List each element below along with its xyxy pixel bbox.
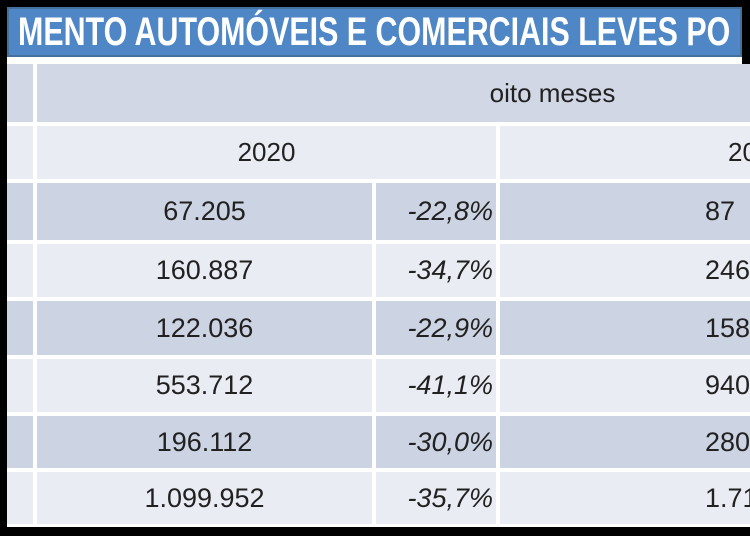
pct-2020: -22,9% [376, 301, 496, 355]
pct-2020: -22,8% [376, 183, 496, 240]
value-2019-clipped: 87 [500, 183, 750, 240]
value-2019-clipped: 280 [500, 416, 750, 468]
pct-2020: -30,0% [376, 416, 496, 468]
slide-title: MENTO AUTOMÓVEIS E COMERCIAIS LEVES PO [18, 9, 731, 54]
background-notch [742, 0, 750, 64]
row-label-stub [7, 126, 33, 179]
value-2020: 67.205 [37, 183, 372, 240]
period-header-cell: oito meses [37, 64, 750, 122]
year-2019-header-clipped: 20 [500, 126, 750, 179]
row-label-stub [7, 183, 33, 240]
value-2020: 122.036 [37, 301, 372, 355]
row-label-stub [7, 359, 33, 412]
row-label-stub [7, 472, 33, 524]
value-2020: 553.712 [37, 359, 372, 412]
row-label-stub [7, 416, 33, 468]
pct-2020: -34,7% [376, 244, 496, 297]
value-2019-total-clipped: 1.71 [500, 472, 750, 524]
title-table-divider [7, 57, 742, 64]
pct-2020-total: -35,7% [376, 472, 496, 524]
row-label-stub [7, 64, 33, 122]
value-2020-total: 1.099.952 [37, 472, 372, 524]
pct-2020: -41,1% [376, 359, 496, 412]
value-2019-clipped: 158 [500, 301, 750, 355]
licensing-table: oito meses 2020 20 67.205 -22,8% 87 160.… [7, 64, 750, 527]
slide-title-bar: MENTO AUTOMÓVEIS E COMERCIAIS LEVES PO [7, 7, 742, 57]
value-2020: 196.112 [37, 416, 372, 468]
value-2019-clipped: 940 [500, 359, 750, 412]
row-label-stub [7, 244, 33, 297]
row-label-stub [7, 301, 33, 355]
value-2019-clipped: 246 [500, 244, 750, 297]
year-2020-header: 2020 [37, 126, 496, 179]
value-2020: 160.887 [37, 244, 372, 297]
